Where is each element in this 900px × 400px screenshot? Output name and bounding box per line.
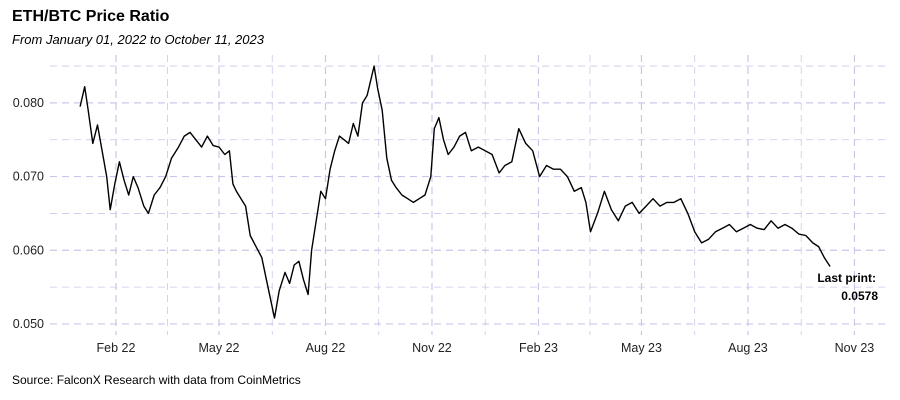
chart-subtitle: From January 01, 2022 to October 11, 202…	[12, 32, 264, 47]
grid	[50, 55, 888, 335]
x-tick-label: May 23	[621, 341, 662, 355]
last-print-value: 0.0578	[841, 289, 878, 303]
last-print-label: Last print:	[817, 271, 876, 285]
y-tick-label: 0.050	[13, 317, 44, 331]
y-tick-label: 0.080	[13, 96, 44, 110]
x-tick-label: Nov 22	[412, 341, 452, 355]
x-tick-label: Feb 23	[519, 341, 558, 355]
x-axis: Feb 22 May 22 Aug 22 Nov 22 Feb 23 May 23 Aug …	[97, 341, 875, 355]
chart-title: ETH/BTC Price Ratio	[12, 8, 170, 25]
y-tick-label: 0.070	[13, 170, 44, 184]
y-axis: 0.050 0.060 0.070 0.080	[13, 96, 44, 331]
series-line-eth-btc	[79, 65, 831, 319]
x-tick-label: Aug 22	[306, 341, 346, 355]
x-tick-label: Nov 23	[835, 341, 875, 355]
y-tick-label: 0.060	[13, 243, 44, 257]
x-tick-label: Feb 22	[97, 341, 136, 355]
chart-caption: Source: FalconX Research with data from …	[12, 373, 301, 387]
x-tick-label: Aug 23	[728, 341, 768, 355]
x-tick-label: May 22	[198, 341, 239, 355]
